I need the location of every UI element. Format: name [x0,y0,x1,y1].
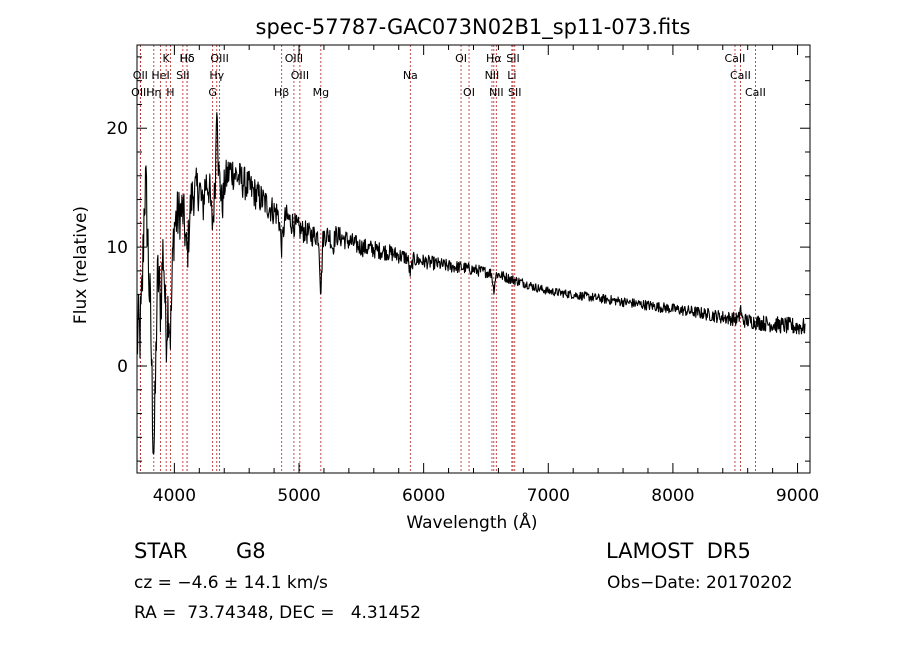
object-subclass: G8 [236,539,266,563]
plot-frame [136,44,811,474]
line-label: NII [489,86,504,99]
x-tick-label: 4000 [153,486,196,506]
line-label: Hδ [180,52,195,65]
chart-title: spec-57787-GAC073N02B1_sp11-073.fits [256,15,691,40]
line-label: Li [507,69,516,82]
line-label: CaII [730,69,751,82]
line-label: Hγ [209,69,224,82]
line-label: NII [485,69,500,82]
line-label: OIII [210,52,228,65]
y-tick-label: 10 [106,238,128,258]
line-label: Hδ [180,52,195,65]
x-tick-label: 6000 [402,486,445,506]
spectral-line-markers [139,45,756,473]
x-tick-label: 8000 [651,486,694,506]
line-label: Hα [486,52,502,65]
line-label: OIII [131,86,149,99]
line-label: OI [455,52,467,65]
line-label: CaII [745,86,766,99]
line-label: SII [176,69,189,82]
line-label: H [166,86,174,99]
y-tick-label: 0 [117,357,128,377]
line-label: G [208,86,217,99]
spectrum-line [136,112,806,455]
x-axis-label: Wavelength (Å) [406,511,537,533]
x-tick-label: 7000 [527,486,570,506]
x-axis-ticks: 4000 5000 6000 7000 8000 9000 [153,45,819,506]
x-tick-label: 9000 [776,486,819,506]
redshift-cz: cz = −4.6 ± 14.1 km/s [134,573,328,593]
line-label: OIII [285,52,303,65]
x-tick-label: 5000 [277,486,320,506]
line-label: OIII [291,69,309,82]
line-label: Hβ [274,86,289,99]
y-tick-label: 20 [106,119,128,139]
survey-name: LAMOST DR5 [606,539,751,563]
line-label: OII [133,69,148,82]
line-label: K [163,52,171,65]
coordinates: RA = 73.74348, DEC = 4.31452 [134,603,421,623]
line-label: CaII [725,52,746,65]
line-label: SII [508,86,521,99]
observation-date: Obs−Date: 20170202 [607,573,793,593]
line-label: Hη [146,86,161,99]
y-axis-ticks: 0 10 20 [106,56,810,462]
line-label: Mg [313,86,329,99]
y-axis-label: Flux (relative) [71,206,91,324]
line-label: SII [506,52,519,65]
object-class: STAR [134,539,188,563]
line-label: OI [463,86,475,99]
line-label: HeI [151,69,169,82]
line-label: Na [403,69,418,82]
